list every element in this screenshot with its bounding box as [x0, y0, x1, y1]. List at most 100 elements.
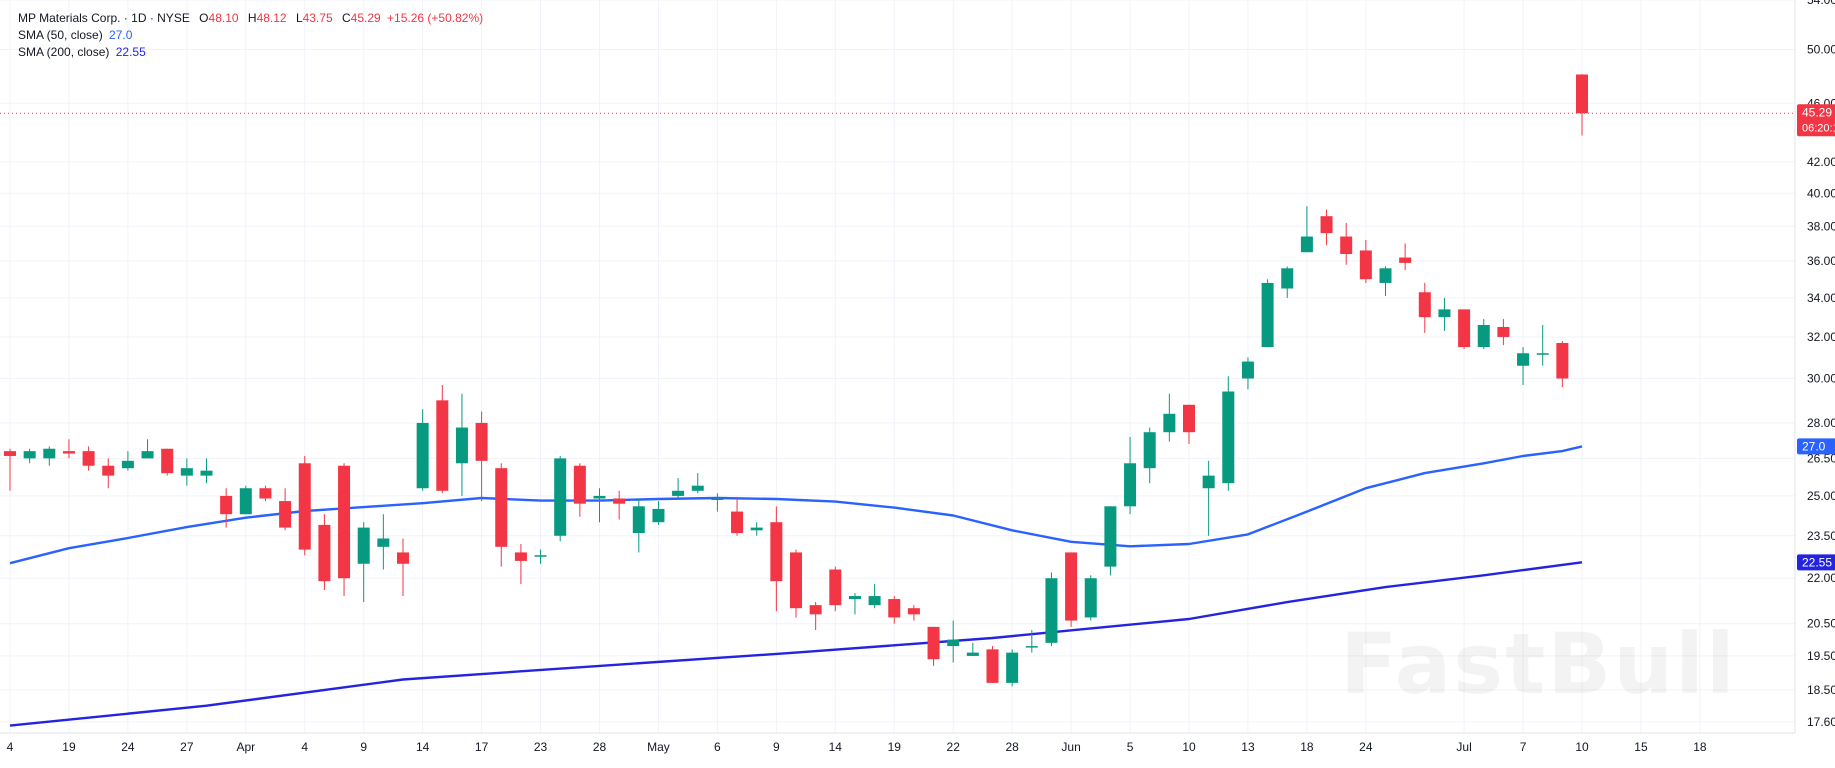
x-tick-label: 9: [773, 740, 780, 754]
x-tick-label: 24: [1359, 740, 1373, 754]
candle-body: [1359, 250, 1372, 280]
y-tick-label: 19.50: [1807, 649, 1835, 663]
low-label: L: [295, 11, 303, 25]
candle-body: [848, 596, 861, 600]
low-value: 43.75: [302, 11, 333, 25]
candle: [1222, 376, 1235, 491]
candle: [809, 602, 822, 631]
candle-body: [298, 463, 311, 550]
candle: [1183, 404, 1195, 444]
candle-body: [239, 488, 252, 515]
candle-body: [1477, 324, 1490, 348]
candle-body: [986, 649, 999, 683]
candle: [1359, 239, 1372, 283]
x-tick-label: 9: [360, 740, 367, 754]
candle-body: [455, 427, 468, 464]
candle-body: [1340, 236, 1353, 254]
candle: [436, 384, 449, 494]
candle: [62, 439, 75, 459]
candle: [298, 455, 311, 556]
y-tick-label: 28.00: [1807, 416, 1835, 430]
candle: [1065, 552, 1078, 627]
y-tick-label: 42.00: [1807, 155, 1835, 169]
symbol-name[interactable]: MP Materials Corp. · 1D · NYSE: [18, 11, 190, 25]
chart-legend: MP Materials Corp. · 1D · NYSE O48.10 H4…: [18, 10, 483, 61]
candle-body: [691, 485, 704, 491]
open-label: O: [199, 11, 209, 25]
candle: [573, 463, 586, 517]
y-tick-label: 32.00: [1807, 330, 1835, 344]
candle-body: [1418, 292, 1431, 318]
sma50-legend-row[interactable]: SMA (50, close) 27.0: [18, 27, 483, 44]
candle: [161, 448, 174, 476]
candle-body: [1241, 361, 1254, 379]
candle: [1340, 222, 1353, 265]
sma200-badge: 22.55: [1797, 554, 1835, 571]
candle: [1104, 506, 1117, 576]
candle: [848, 593, 861, 615]
candle: [652, 501, 665, 525]
price-axis[interactable]: 54.0050.0046.0042.0040.0038.0036.0034.00…: [1807, 0, 1835, 729]
high-label: H: [247, 11, 257, 25]
y-tick-label: 26.50: [1807, 451, 1835, 465]
x-tick-label: 19: [62, 740, 76, 754]
candle: [102, 458, 115, 489]
x-tick-label: 24: [121, 740, 135, 754]
candle-body: [1281, 268, 1294, 289]
candle-body: [966, 652, 979, 656]
candle: [1006, 649, 1019, 687]
x-tick-label: 18: [1300, 740, 1314, 754]
last-price-value: 45.29: [1802, 105, 1832, 119]
x-tick-label: 19: [888, 740, 902, 754]
candle: [1458, 309, 1471, 350]
x-tick-label: 15: [1634, 740, 1648, 754]
candle: [1556, 340, 1569, 388]
candle-body: [1183, 404, 1195, 433]
x-tick-label: Jul: [1456, 740, 1471, 754]
candle-body: [200, 470, 213, 476]
y-tick-label: 30.00: [1807, 372, 1835, 386]
candle-body: [1006, 652, 1019, 683]
candle: [416, 409, 429, 491]
y-tick-label: 34.00: [1807, 291, 1835, 305]
candle: [986, 646, 999, 683]
x-tick-label: 22: [947, 740, 961, 754]
candle: [1143, 427, 1156, 484]
candle: [691, 473, 704, 494]
candle: [1438, 297, 1451, 331]
sma50-value: 27.0: [109, 28, 133, 42]
sma200-layer: [9, 561, 1583, 727]
candle-body: [1124, 463, 1137, 507]
close-value: 45.29: [350, 11, 381, 25]
candle-body: [927, 626, 940, 660]
candle: [220, 488, 233, 528]
candle-body: [1163, 413, 1176, 433]
candle-body: [259, 488, 272, 499]
candle: [1300, 206, 1313, 253]
candle: [141, 439, 154, 459]
candle: [711, 493, 724, 512]
candle: [1517, 347, 1530, 385]
candle-body: [82, 451, 95, 466]
time-axis[interactable]: 4 19 24 27 Apr 4 9 14 17 23 28 May 6 9 14 19 22 28 Jun 5 10 1…: [7, 740, 1707, 754]
candle: [1320, 209, 1333, 246]
sma50-label: SMA (50, close): [18, 28, 103, 42]
candle: [377, 514, 390, 570]
candle-body: [397, 552, 409, 564]
candle-body: [23, 451, 36, 459]
high-value: 48.12: [256, 11, 287, 25]
candle: [200, 458, 213, 484]
candle: [495, 463, 508, 567]
candle-body: [4, 451, 16, 456]
candle: [1379, 266, 1392, 297]
x-tick-label: 23: [534, 740, 548, 754]
sma200-legend-row[interactable]: SMA (200, close) 22.55: [18, 44, 483, 61]
y-tick-label: 40.00: [1807, 186, 1835, 200]
candle-body: [750, 527, 763, 531]
candle-body: [279, 501, 292, 528]
y-tick-label: 17.60: [1807, 715, 1835, 729]
candle: [1045, 572, 1058, 647]
candle-body: [436, 400, 449, 491]
